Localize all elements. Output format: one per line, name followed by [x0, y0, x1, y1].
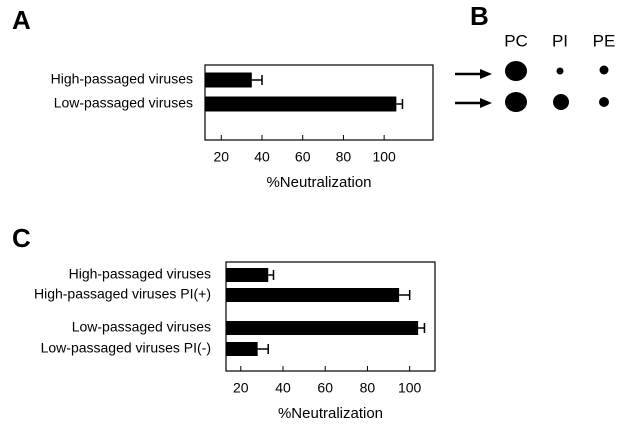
x-axis-title: %Neutralization — [278, 405, 383, 422]
figure: A B C PC PI PE 20406080100%Neutralizatio… — [0, 0, 629, 439]
bar — [205, 73, 252, 88]
x-tick-label: 100 — [398, 380, 422, 396]
panel-label: C — [12, 223, 31, 253]
category-label: Low-passaged viruses — [54, 95, 193, 111]
x-axis-title: %Neutralization — [266, 174, 371, 191]
category-label: Low-passaged viruses PI(-) — [41, 340, 211, 356]
bar — [226, 288, 399, 302]
error-bar — [396, 99, 402, 109]
error-bar — [399, 290, 410, 300]
category-label: Low-passaged viruses — [72, 319, 211, 335]
panel-label: B — [470, 1, 489, 31]
x-tick-label: 20 — [233, 380, 249, 396]
x-tick-label: 60 — [317, 380, 333, 396]
category-label: High-passaged viruses — [69, 266, 211, 282]
arrows — [455, 69, 492, 108]
category-label: High-passaged viruses PI(+) — [34, 286, 211, 302]
x-tick-label: 40 — [275, 380, 291, 396]
bar — [205, 97, 396, 112]
category-label: High-passaged viruses — [51, 71, 193, 87]
bar — [226, 268, 268, 282]
x-tick-label: 80 — [360, 380, 376, 396]
panel-label: A — [12, 5, 31, 35]
column-label: PI — [552, 31, 568, 50]
error-bar — [268, 270, 273, 280]
dots — [505, 61, 609, 112]
x-tick-label: 80 — [336, 149, 352, 165]
bar — [226, 321, 418, 335]
column-label: PC — [504, 31, 528, 50]
x-tick-label: 100 — [372, 149, 396, 165]
error-bar — [418, 323, 424, 333]
x-tick-label: 60 — [295, 149, 311, 165]
error-bar — [252, 75, 262, 85]
x-tick-label: 20 — [213, 149, 229, 165]
error-bar — [258, 344, 269, 354]
bar — [226, 342, 258, 356]
x-tick-label: 40 — [254, 149, 270, 165]
column-label: PE — [593, 31, 616, 50]
